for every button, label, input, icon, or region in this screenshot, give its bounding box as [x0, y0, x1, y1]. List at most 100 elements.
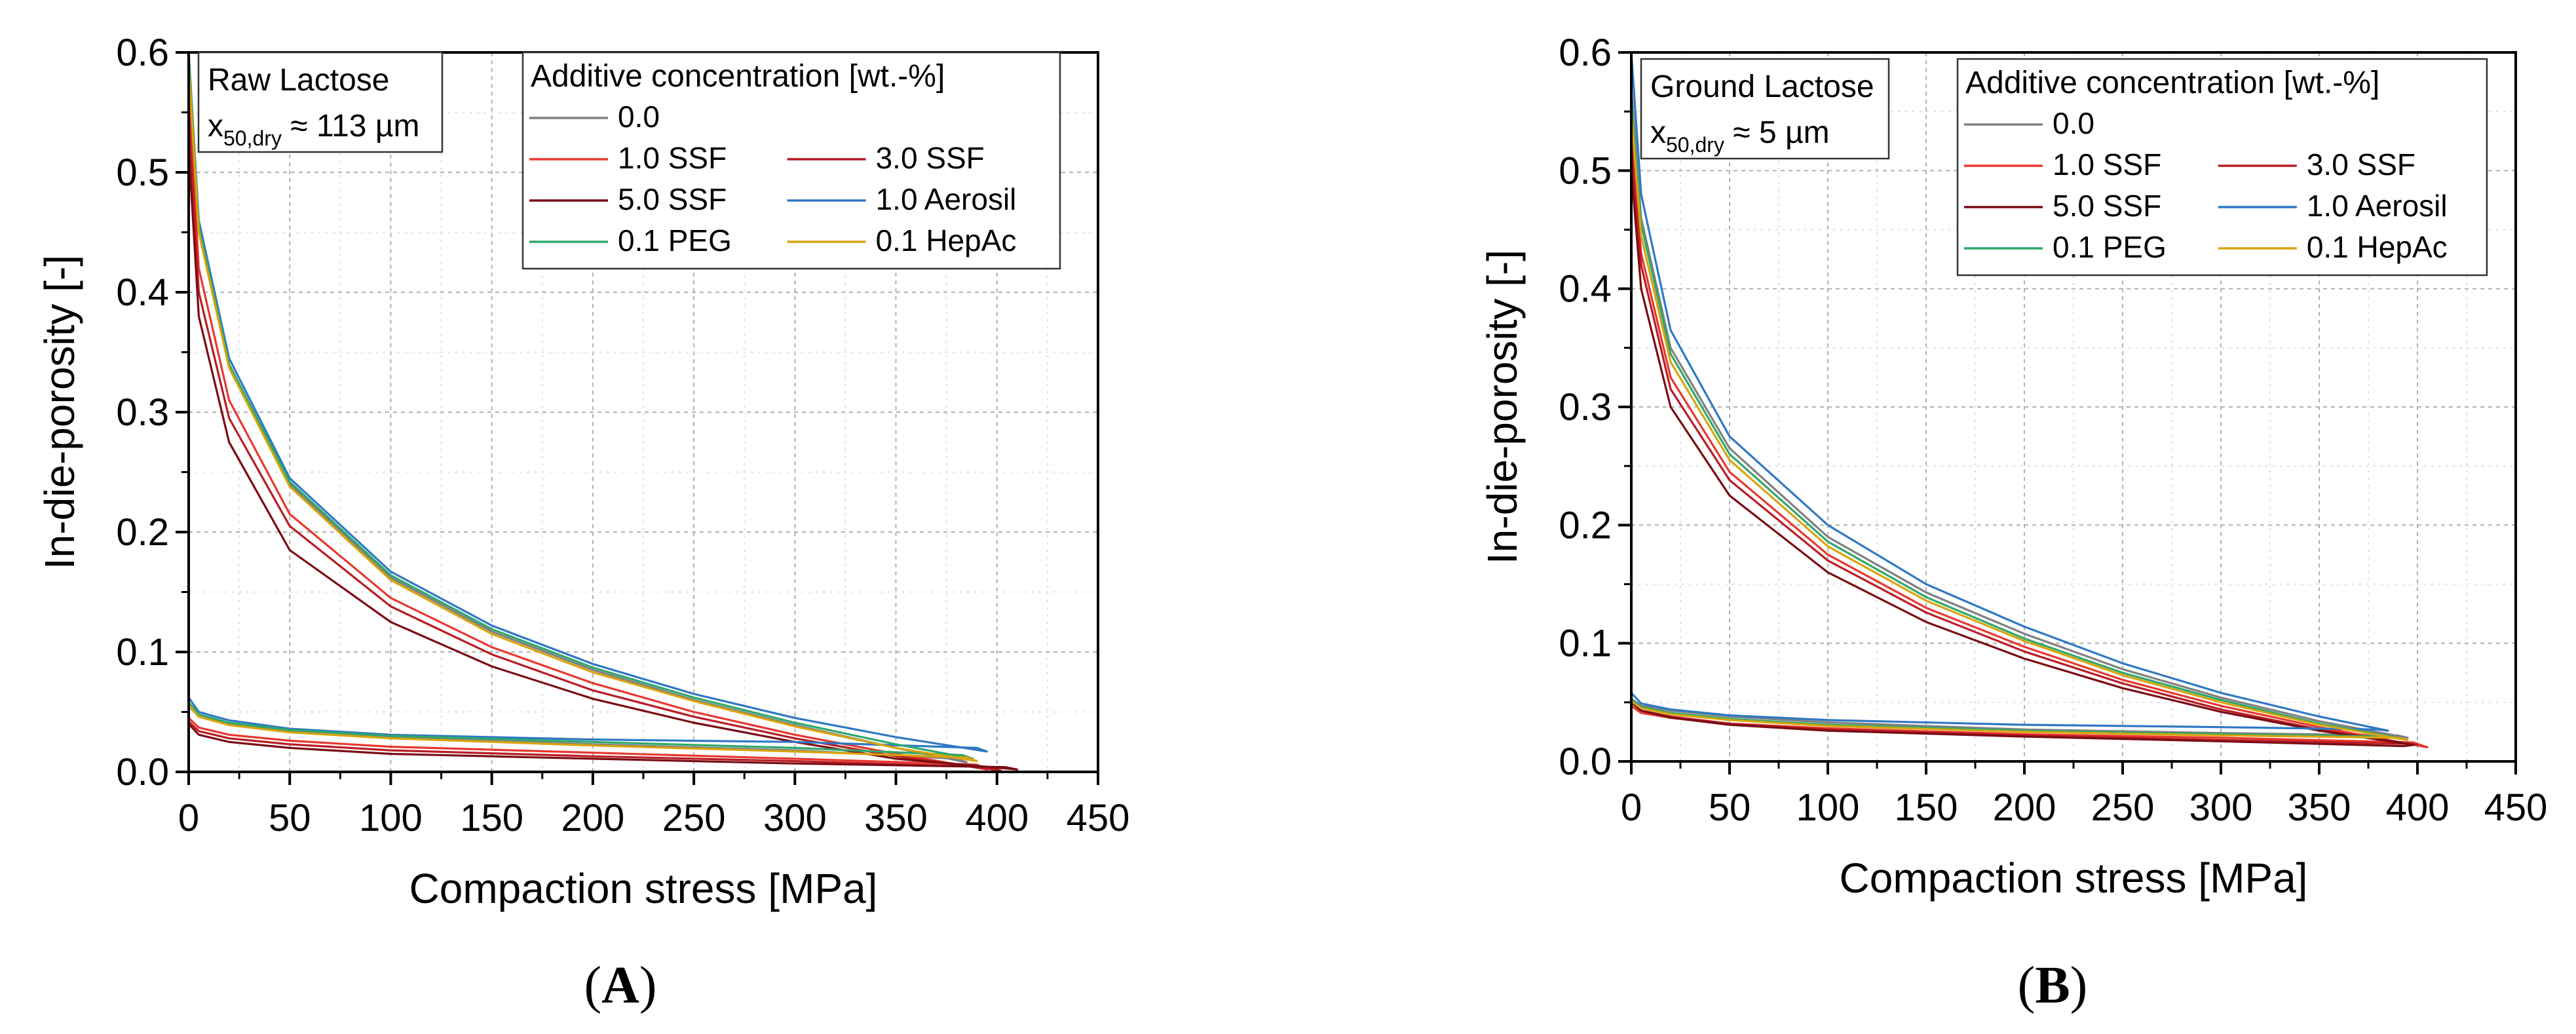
particle-size-text: x50,dry ≈ 5 µm — [1650, 115, 1830, 157]
x-tick-label: 200 — [561, 797, 624, 839]
x-tick-label: 400 — [2386, 786, 2450, 829]
series-line-1-0-ssf — [187, 88, 989, 771]
x-tick-label: 350 — [864, 797, 928, 839]
particle-size-subscript: 50,dry — [1666, 133, 1724, 157]
y-axis: 0.0 0.1 0.2 0.3 0.4 0.5 0.6 — [1559, 31, 1631, 783]
x-tick-label: 100 — [359, 797, 423, 839]
panel-label-close: ) — [2070, 957, 2088, 1014]
series-line-0-1-hepac — [187, 64, 978, 763]
x-tick-label: 0 — [178, 797, 199, 839]
series-line-0-1-hepac — [1630, 111, 2409, 742]
legend: Additive concentration [wt.-%] 0.0 1.0 SSF… — [521, 51, 1061, 270]
y-tick-label: 0.1 — [1559, 622, 1612, 665]
legend-label: 0.1 PEG — [618, 223, 732, 258]
series-line-5-0-ssf — [1630, 170, 2415, 748]
x-axis-title: Compaction stress [MPa] — [409, 865, 878, 912]
legend: Additive concentration [wt.-%] 0.0 1.0 SSF… — [1956, 58, 2488, 277]
legend-item: 0.1 HepAc — [2218, 230, 2448, 264]
panel-a: 0 50 100 150 200 250 300 350 400 4500.00.10.20.30… — [36, 31, 1129, 1014]
x-tick-label: 50 — [1709, 786, 1751, 829]
legend-label: 3.0 SSF — [2307, 147, 2415, 182]
series-line-5-0-ssf — [187, 148, 1019, 771]
x-tick-label: 150 — [1895, 786, 1958, 829]
y-axis-title: In-die-porosity [-] — [1479, 250, 1526, 564]
legend-item: 3.0 SSF — [2218, 147, 2415, 182]
x-tick-label: 100 — [1796, 786, 1860, 829]
y-tick-label: 0.6 — [116, 31, 169, 74]
y-tick-label: 0.2 — [116, 511, 169, 554]
legend-label: 1.0 Aerosil — [876, 182, 1017, 216]
legend-label: 1.0 Aerosil — [2307, 189, 2448, 223]
sample-info-box: Ground Lactose x50,dry ≈ 5 µm — [1640, 58, 1890, 160]
x-tick-label: 250 — [2091, 786, 2155, 829]
legend-item: 0.1 PEG — [529, 223, 732, 258]
legend-item: 0.1 PEG — [1964, 230, 2167, 264]
x-tick-label: 400 — [965, 797, 1029, 839]
legend-label: 0.1 HepAc — [2307, 230, 2448, 264]
series-line-0-1-peg — [187, 52, 974, 760]
legend-label: 0.1 HepAc — [876, 223, 1017, 258]
y-tick-label: 0.5 — [116, 151, 169, 194]
series-line-0-1-peg — [1630, 99, 2399, 739]
panel-label-open: ( — [584, 957, 601, 1014]
x-tick-label: 0 — [1621, 786, 1642, 829]
legend-label: 5.0 SSF — [2053, 189, 2161, 223]
x-tick-label: 350 — [2288, 786, 2351, 829]
legend-title: Additive concentration [wt.-%] — [531, 59, 945, 94]
y-tick-label: 0.0 — [116, 751, 169, 794]
particle-size-value: ≈ 113 µm — [282, 109, 420, 144]
grid — [1631, 52, 2516, 761]
panel-label-letter: A — [601, 957, 639, 1014]
series-line-3-0-ssf — [187, 112, 1002, 772]
y-axis-title: In-die-porosity [-] — [36, 255, 83, 569]
sample-info-frame — [1640, 58, 1890, 160]
legend-label: 3.0 SSF — [876, 141, 985, 175]
series-group — [187, 52, 1019, 772]
particle-size-value: ≈ 5 µm — [1724, 115, 1830, 150]
x-axis-title: Compaction stress [MPa] — [1840, 854, 2308, 902]
legend-item: 0.1 HepAc — [787, 223, 1017, 258]
series-line-1-0-aerosil — [187, 52, 989, 753]
y-tick-label: 0.3 — [116, 391, 169, 434]
legend-label: 0.0 — [618, 100, 660, 134]
legend-title: Additive concentration [wt.-%] — [1965, 66, 2379, 100]
panel-label-open: ( — [2018, 957, 2036, 1014]
x-axis: 0 50 100 150 200 250 300 350 400 450 — [1621, 761, 2548, 829]
legend-label: 5.0 SSF — [618, 182, 727, 216]
panel-label: (A) — [584, 957, 656, 1014]
x-tick-label: 250 — [662, 797, 726, 839]
legend-frame — [521, 51, 1061, 270]
panel-label: (B) — [2018, 957, 2088, 1014]
particle-size-symbol: x — [208, 109, 223, 144]
legend-item: 5.0 SSF — [529, 182, 727, 216]
sample-name: Raw Lactose — [208, 63, 389, 98]
grid — [189, 52, 1098, 772]
legend-label: 1.0 SSF — [618, 141, 727, 175]
legend-item: 1.0 SSF — [529, 141, 727, 175]
particle-size-text: x50,dry ≈ 113 µm — [208, 109, 419, 150]
x-tick-label: 300 — [763, 797, 827, 839]
x-tick-label: 50 — [269, 797, 311, 839]
sample-name: Ground Lactose — [1650, 69, 1874, 104]
y-tick-label: 0.2 — [1559, 504, 1612, 546]
series-line-1-0-aerosil — [1630, 52, 2389, 732]
particle-size-symbol: x — [1650, 115, 1666, 150]
x-axis: 0 50 100 150 200 250 300 350 400 450 — [178, 772, 1130, 839]
panel-b: 0 50 100 150 200 250 300 350 400 4500.00.10.20.30… — [1479, 31, 2547, 1014]
x-tick-label: 450 — [2484, 786, 2548, 829]
legend-label: 1.0 SSF — [2053, 147, 2161, 182]
legend-frame — [1956, 58, 2488, 277]
legend-label: 0.1 PEG — [2053, 230, 2167, 264]
sample-info-box: Raw Lactose x50,dry ≈ 113 µm — [197, 51, 444, 153]
series-group — [1630, 52, 2429, 749]
panel-label-letter: B — [2035, 957, 2070, 1014]
y-axis: 0.0 0.1 0.2 0.3 0.4 0.5 0.6 — [116, 31, 189, 794]
y-tick-label: 0.6 — [1559, 31, 1612, 74]
x-tick-label: 450 — [1067, 797, 1130, 839]
y-tick-label: 0.0 — [1559, 740, 1612, 783]
legend-item: 1.0 Aerosil — [787, 182, 1017, 216]
series-line-0-0 — [1630, 87, 2409, 739]
legend-item: 0.0 — [529, 100, 660, 134]
legend-item: 0.0 — [1964, 106, 2094, 140]
